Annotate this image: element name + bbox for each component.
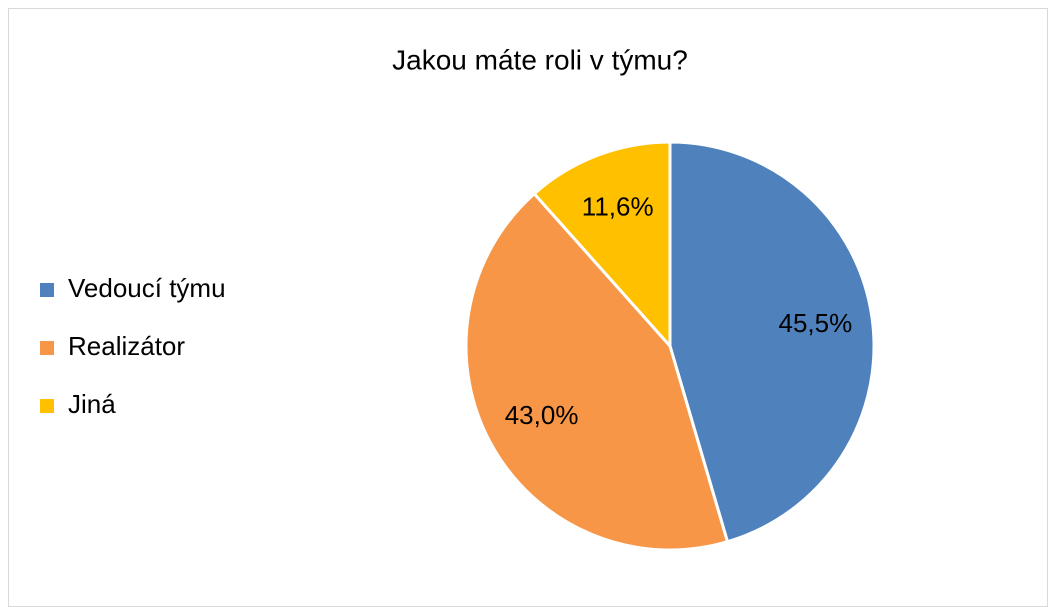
data-label: 45,5% [779,308,853,338]
chart-title: Jakou máte roli v týmu? [392,44,688,75]
legend-label: Vedoucí týmu [68,273,226,303]
pie-slice [532,140,672,350]
data-label: 11,6% [582,192,654,222]
legend-swatch [40,283,54,297]
data-label: 43,0% [505,400,579,430]
legend-label: Jiná [68,389,116,419]
legend-label: Realizátor [68,331,185,361]
legend-swatch [40,341,54,355]
pie-slice [668,140,876,544]
pie-slice [464,191,730,552]
legend-swatch [40,399,54,413]
